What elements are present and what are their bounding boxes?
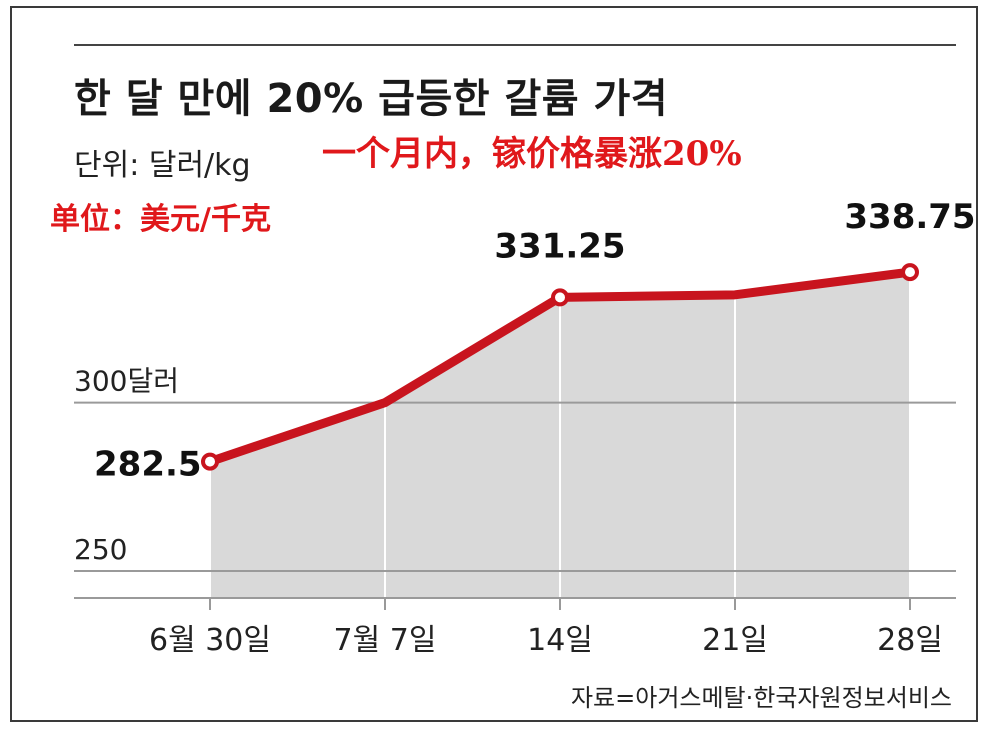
x-tick-label: 21일: [702, 623, 768, 658]
data-point-marker: [201, 452, 219, 471]
x-tick-label: 28일: [877, 623, 943, 658]
source-note: 자료=아거스메탈·한국자원정보서비스: [570, 684, 952, 712]
x-tick-label: 14일: [527, 623, 593, 658]
data-point-marker: [901, 263, 919, 282]
x-tick-label: 7월 7일: [334, 623, 437, 658]
x-tick-label: 6월 30일: [149, 623, 271, 658]
data-label: 331.25: [494, 226, 625, 266]
chart-frame: [10, 6, 978, 722]
annotation-title-zh: 一个月内，镓价格暴涨20%: [322, 134, 742, 174]
data-label: 282.5: [94, 445, 202, 485]
unit-label: 단위: 달러/kg: [74, 148, 251, 183]
chart-title: 한 달 만에 20% 급등한 갈륨 가격: [74, 76, 669, 122]
y-tick-label: 300달러: [74, 365, 179, 398]
annotation-unit-zh: 单位：美元/千克: [50, 202, 271, 237]
data-point-marker: [551, 288, 569, 307]
top-rule: [74, 44, 956, 46]
y-tick-label: 250: [74, 533, 127, 566]
data-label: 338.75: [844, 197, 975, 237]
